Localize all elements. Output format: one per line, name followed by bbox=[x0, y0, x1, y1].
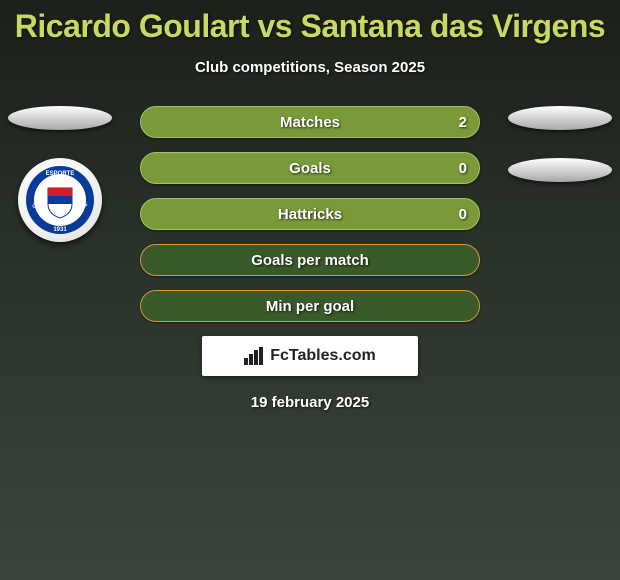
comparison-content: ESPORTE CLUBE BAHIA 1931 Matches2Goals0H… bbox=[0, 106, 620, 411]
attribution-box: FcTables.com bbox=[202, 336, 418, 376]
stat-value: 0 bbox=[459, 206, 467, 223]
stat-value: 2 bbox=[459, 114, 467, 131]
svg-text:1931: 1931 bbox=[53, 227, 67, 233]
stat-rows: Matches 2 Goals 0 Hattricks 0 Goals per match M… bbox=[140, 106, 480, 322]
stat-label: Min per goal bbox=[266, 299, 354, 314]
stat-row: Hattricks 0 bbox=[140, 198, 480, 230]
page-title: Ricardo Goulart vs Santana das Virgens bbox=[0, 0, 620, 45]
svg-text:ESPORTE: ESPORTE bbox=[46, 171, 75, 177]
footer-date: 19 february 2025 bbox=[0, 394, 620, 411]
stat-label: Goals per match bbox=[251, 253, 369, 268]
right-player-placeholder-1 bbox=[508, 106, 612, 130]
stat-row: Goals 0 bbox=[140, 152, 480, 184]
stat-row: Goals per match bbox=[140, 244, 480, 276]
subtitle: Club competitions, Season 2025 bbox=[0, 59, 620, 76]
stat-label: Goals bbox=[289, 161, 331, 176]
left-player-placeholder bbox=[8, 106, 112, 130]
stat-row: Matches 2 bbox=[140, 106, 480, 138]
bars-icon bbox=[244, 347, 264, 365]
right-player-placeholder-2 bbox=[508, 158, 612, 182]
stat-value: 0 bbox=[459, 160, 467, 177]
club-badge: ESPORTE CLUBE BAHIA 1931 bbox=[18, 158, 102, 242]
stat-label: Hattricks bbox=[278, 207, 342, 222]
stat-row: Min per goal bbox=[140, 290, 480, 322]
attribution-text: FcTables.com bbox=[270, 347, 376, 365]
stat-label: Matches bbox=[280, 115, 340, 130]
